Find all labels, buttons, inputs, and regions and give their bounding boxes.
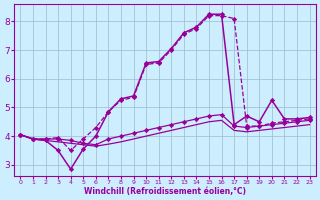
X-axis label: Windchill (Refroidissement éolien,°C): Windchill (Refroidissement éolien,°C) (84, 187, 246, 196)
